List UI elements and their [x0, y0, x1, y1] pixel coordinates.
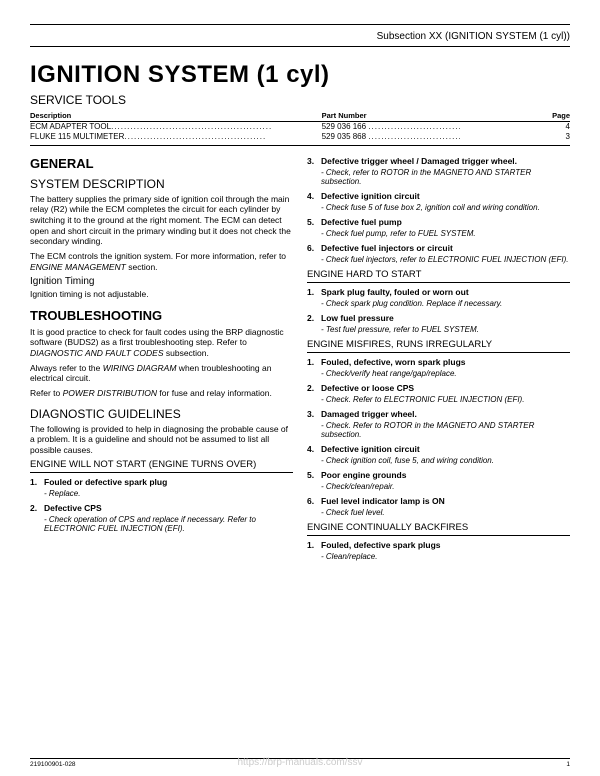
heading-general: GENERAL: [30, 156, 293, 171]
tools-row: ECM ADAPTER TOOL 529 036 166 4: [30, 122, 570, 132]
sub-item: - Check fuel level.: [321, 508, 570, 517]
tool-page: 3: [484, 132, 570, 142]
footer: 219100901-028 1: [30, 758, 570, 768]
sub-item: - Check fuse 5 of fuse box 2, ignition c…: [321, 203, 570, 212]
paragraph: The battery supplies the primary side of…: [30, 194, 293, 247]
tools-block: ECM ADAPTER TOOL 529 036 166 4 FLUKE 115…: [30, 122, 570, 146]
heading-engine-wont-start: ENGINE WILL NOT START (ENGINE TURNS OVER…: [30, 459, 293, 473]
col-page: Page: [484, 111, 570, 120]
heading-engine-hard-start: ENGINE HARD TO START: [307, 269, 570, 283]
paragraph: Ignition timing is not adjustable.: [30, 289, 293, 300]
paragraph: The following is provided to help in dia…: [30, 424, 293, 456]
list-item: 1.Fouled, defective spark plugs: [307, 540, 570, 550]
sub-item: - Check operation of CPS and replace if …: [44, 515, 293, 533]
list-item: 5.Defective fuel pump: [307, 217, 570, 227]
list-item: 3.Damaged trigger wheel.: [307, 409, 570, 419]
list-item: 1.Fouled, defective, worn spark plugs: [307, 357, 570, 367]
paragraph: It is good practice to check for fault c…: [30, 327, 293, 359]
two-column-layout: GENERAL SYSTEM DESCRIPTION The battery s…: [30, 156, 570, 566]
col-part-number: Part Number: [322, 111, 484, 120]
list-item: 2.Defective or loose CPS: [307, 383, 570, 393]
list-item: 2.Low fuel pressure: [307, 313, 570, 323]
tools-row: FLUKE 115 MULTIMETER 529 035 868 3: [30, 132, 570, 142]
heading-system-description: SYSTEM DESCRIPTION: [30, 177, 293, 191]
sub-item: - Check. Refer to ELECTRONIC FUEL INJECT…: [321, 395, 570, 404]
left-column: GENERAL SYSTEM DESCRIPTION The battery s…: [30, 156, 293, 566]
list-item: 1.Spark plug faulty, fouled or worn out: [307, 287, 570, 297]
tool-page: 4: [484, 122, 570, 132]
page-title: IGNITION SYSTEM (1 cyl): [30, 61, 570, 89]
sub-item: - Clean/replace.: [321, 552, 570, 561]
paragraph: The ECM controls the ignition system. Fo…: [30, 251, 293, 272]
list-item: 3.Defective trigger wheel / Damaged trig…: [307, 156, 570, 166]
tools-header: Description Part Number Page: [30, 111, 570, 122]
subsection-header: Subsection XX (IGNITION SYSTEM (1 cyl)): [30, 31, 570, 42]
tool-desc: FLUKE 115 MULTIMETER: [30, 132, 124, 141]
sub-item: - Replace.: [44, 489, 293, 498]
tool-pn: 529 036 166: [322, 122, 367, 131]
header-rule: [30, 46, 570, 47]
footer-page: 1: [566, 761, 570, 768]
sub-item: - Check spark plug condition. Replace if…: [321, 299, 570, 308]
sub-item: - Check ignition coil, fuse 5, and wirin…: [321, 456, 570, 465]
heading-engine-backfires: ENGINE CONTINUALLY BACKFIRES: [307, 522, 570, 536]
sub-item: - Check fuel injectors, refer to ELECTRO…: [321, 255, 570, 264]
list-item: 4.Defective ignition circuit: [307, 191, 570, 201]
paragraph: Always refer to the WIRING DIAGRAM when …: [30, 363, 293, 384]
sub-item: - Test fuel pressure, refer to FUEL SYST…: [321, 325, 570, 334]
sub-item: - Check/clean/repair.: [321, 482, 570, 491]
heading-engine-misfires: ENGINE MISFIRES, RUNS IRREGULARLY: [307, 339, 570, 353]
list-item: 6.Fuel level indicator lamp is ON: [307, 496, 570, 506]
list-item: 2.Defective CPS: [30, 503, 293, 513]
right-column: 3.Defective trigger wheel / Damaged trig…: [307, 156, 570, 566]
tool-pn: 529 035 868: [322, 132, 367, 141]
sub-item: - Check fuel pump, refer to FUEL SYSTEM.: [321, 229, 570, 238]
heading-diagnostic-guidelines: DIAGNOSTIC GUIDELINES: [30, 407, 293, 421]
sub-item: - Check. Refer to ROTOR in the MAGNETO A…: [321, 421, 570, 439]
paragraph: Refer to POWER DISTRIBUTION for fuse and…: [30, 388, 293, 399]
top-rule: [30, 24, 570, 25]
col-description: Description: [30, 111, 322, 120]
tool-desc: ECM ADAPTER TOOL: [30, 122, 111, 131]
heading-ignition-timing: Ignition Timing: [30, 276, 293, 287]
heading-troubleshooting: TROUBLESHOOTING: [30, 308, 293, 323]
sub-item: - Check/verify heat range/gap/replace.: [321, 369, 570, 378]
sub-item: - Check, refer to ROTOR in the MAGNETO A…: [321, 168, 570, 186]
footer-left: 219100901-028: [30, 761, 76, 768]
list-item: 6.Defective fuel injectors or circuit: [307, 243, 570, 253]
service-tools-label: SERVICE TOOLS: [30, 93, 570, 107]
list-item: 4.Defective ignition circuit: [307, 444, 570, 454]
list-item: 1.Fouled or defective spark plug: [30, 477, 293, 487]
list-item: 5.Poor engine grounds: [307, 470, 570, 480]
